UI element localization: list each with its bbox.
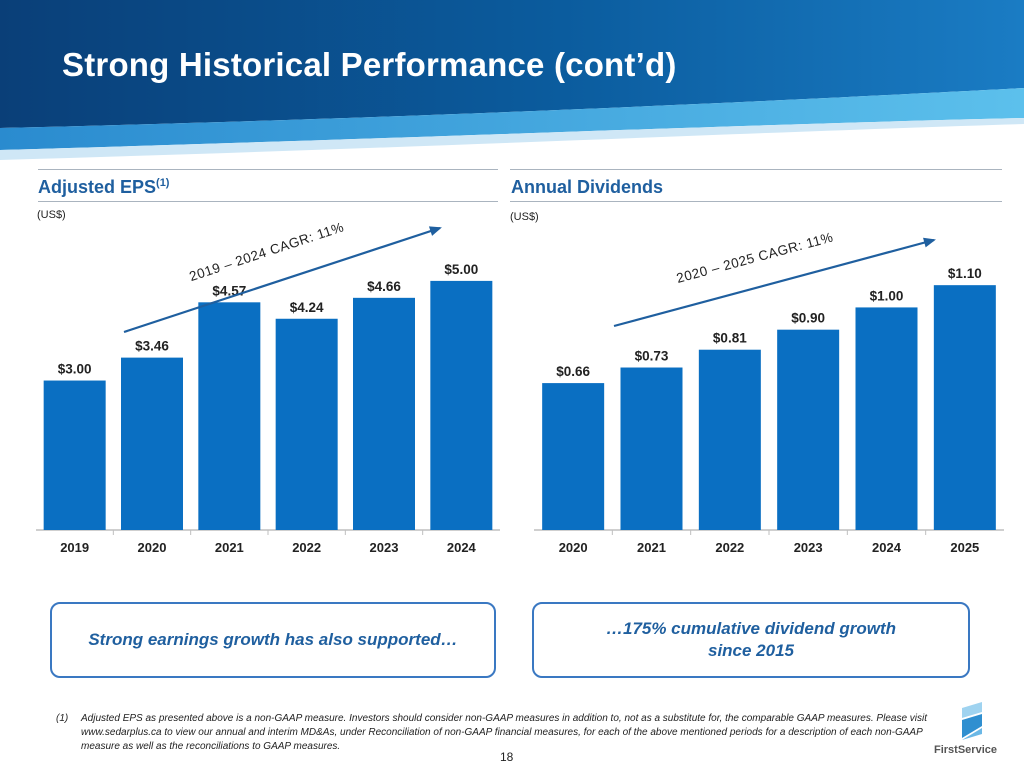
footnote-number: (1) [56, 713, 69, 724]
header-banner [0, 0, 1024, 165]
bar-value-label: $4.57 [212, 283, 246, 298]
left-panel-title: Adjusted EPS(1) [38, 177, 169, 198]
eps-bar-chart: $3.00 2019 $3.46 2020 $4.57 2021 $4.24 2022 $4.6… [36, 219, 500, 555]
left-panel-title-text: Adjusted EPS [38, 177, 157, 197]
left-callout: Strong earnings growth has also supporte… [50, 602, 496, 678]
x-tick-label: 2024 [447, 540, 477, 555]
bar-value-label: $5.00 [444, 262, 478, 277]
x-tick-label: 2020 [138, 540, 167, 555]
right-callout-line1: …175% cumulative dividend growth [605, 619, 896, 638]
bar-value-label: $3.00 [58, 362, 92, 377]
page-title: Strong Historical Performance (cont’d) [62, 46, 677, 83]
cagr-arrow-head [923, 237, 936, 248]
bar-value-label: $0.81 [713, 331, 747, 346]
cagr-annotation: 2020 – 2025 CAGR: 11% [675, 229, 835, 285]
bar-value-label: $0.73 [635, 349, 669, 364]
bar-2022 [698, 349, 761, 530]
cagr-arrow-head [428, 226, 442, 236]
dividends-bar-chart: $0.66 2020 $0.73 2021 $0.81 2022 $0.90 2023 $1.0… [534, 229, 1004, 555]
page-number: 18 [500, 750, 514, 764]
x-tick-label: 2022 [292, 540, 321, 555]
left-panel-bottom-rule [38, 201, 498, 202]
right-panel-bottom-rule [510, 201, 1002, 202]
bar-2025 [933, 285, 996, 530]
bar-value-label: $0.66 [556, 364, 590, 379]
footnote-text: Adjusted EPS as presented above is a non… [81, 713, 928, 752]
right-panel-top-rule [510, 169, 1002, 170]
firstservice-logo-icon [962, 702, 982, 740]
x-tick-label: 2022 [715, 540, 744, 555]
bar-2024 [855, 307, 918, 530]
x-tick-label: 2023 [370, 540, 399, 555]
bar-2022 [275, 318, 338, 530]
x-tick-label: 2019 [60, 540, 89, 555]
cagr-annotation: 2019 – 2024 CAGR: 11% [187, 219, 345, 284]
bar-2023 [777, 329, 840, 530]
left-callout-text: Strong earnings growth has also supporte… [88, 630, 458, 649]
bar-2019 [43, 380, 106, 530]
bar-value-label: $3.46 [135, 339, 169, 354]
left-panel-top-rule [38, 169, 498, 170]
x-tick-label: 2021 [215, 540, 244, 555]
x-tick-label: 2025 [950, 540, 979, 555]
cagr-arrow-line [613, 238, 935, 328]
bar-value-label: $1.10 [948, 266, 982, 281]
right-callout-line2: since 2015 [707, 641, 794, 660]
bar-2020 [542, 383, 605, 530]
bar-2020 [121, 357, 183, 530]
bar-value-label: $1.00 [870, 288, 904, 303]
x-tick-label: 2021 [637, 540, 666, 555]
bar-2023 [353, 297, 415, 530]
right-panel-unit: (US$) [510, 211, 539, 223]
cagr-arrow-line [123, 226, 441, 334]
left-panel-title-footnote-ref: (1) [156, 177, 170, 189]
bar-value-label: $0.90 [791, 311, 825, 326]
logo-text: FirstService [934, 744, 997, 756]
left-panel-unit: (US$) [37, 209, 66, 221]
x-tick-label: 2023 [794, 540, 823, 555]
right-panel-title: Annual Dividends [511, 177, 664, 197]
right-callout: …175% cumulative dividend growth since 2… [532, 602, 970, 678]
x-tick-label: 2020 [559, 540, 588, 555]
bar-2021 [620, 367, 683, 530]
bar-2024 [430, 280, 493, 530]
x-tick-label: 2024 [872, 540, 902, 555]
bar-2021 [198, 302, 261, 530]
bar-value-label: $4.24 [290, 300, 324, 315]
bar-value-label: $4.66 [367, 279, 401, 294]
